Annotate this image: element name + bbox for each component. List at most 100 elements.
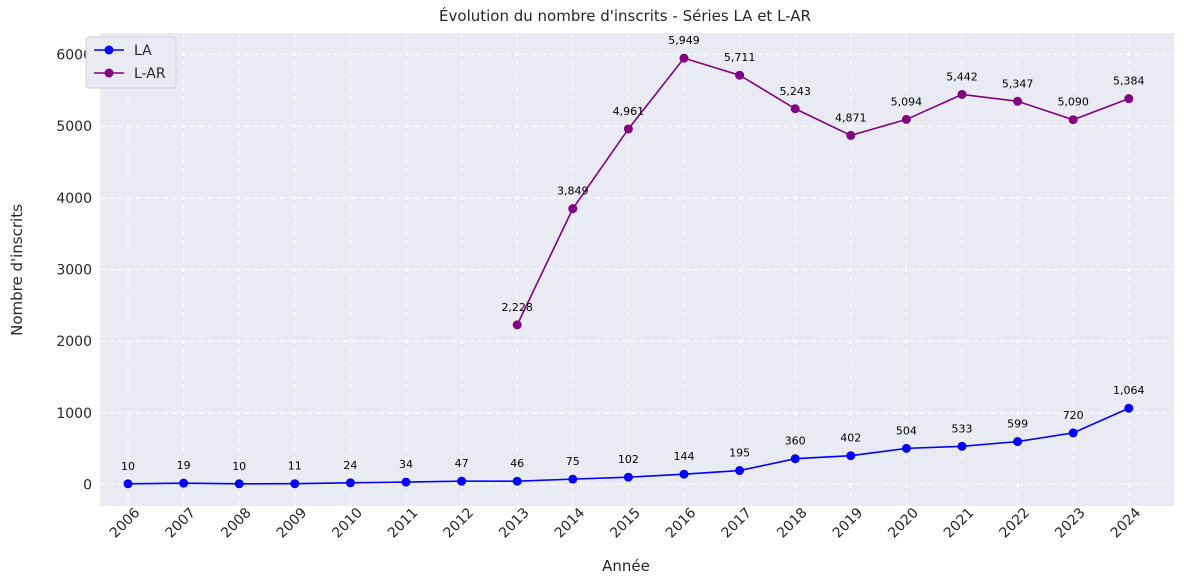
data-label: 11 <box>288 460 302 473</box>
x-tick-label: 2006 <box>107 505 144 542</box>
data-label: 402 <box>840 432 861 445</box>
data-point <box>568 204 578 214</box>
x-tick-label: 2016 <box>663 505 700 542</box>
data-label: 144 <box>674 450 695 463</box>
data-label: 599 <box>1007 418 1028 431</box>
y-tick-label: 0 <box>83 478 92 494</box>
data-point <box>790 104 800 114</box>
data-label: 5,711 <box>724 51 756 64</box>
x-tick-label: 2015 <box>607 505 644 542</box>
data-label: 533 <box>952 422 973 435</box>
x-tick-label: 2024 <box>1108 505 1145 542</box>
y-tick-label: 6000 <box>56 48 92 64</box>
data-label: 1,064 <box>1113 384 1145 397</box>
data-point <box>901 114 911 124</box>
x-axis-label: Année <box>602 557 650 575</box>
series-markers <box>123 53 1134 489</box>
data-point <box>901 443 911 453</box>
x-tick-label: 2018 <box>774 505 811 542</box>
data-point <box>1013 437 1023 447</box>
x-tick-label: 2021 <box>941 505 978 542</box>
y-axis-ticks: 0 1000 2000 3000 4000 5000 6000 <box>56 48 92 494</box>
y-tick-label: 5000 <box>56 119 92 135</box>
grid-lines <box>100 33 1174 506</box>
data-point <box>345 478 355 488</box>
data-point <box>512 320 522 330</box>
x-tick-label: 2013 <box>496 505 533 542</box>
data-point <box>1068 428 1078 438</box>
series-line-l-ar <box>516 57 1130 326</box>
x-tick-label: 2007 <box>163 505 200 542</box>
y-tick-label: 3000 <box>56 263 92 279</box>
data-point <box>735 70 745 80</box>
data-label: 75 <box>566 455 580 468</box>
data-label: 46 <box>510 457 524 470</box>
data-point <box>290 479 300 489</box>
x-tick-label: 2011 <box>385 505 422 542</box>
data-point <box>234 479 244 489</box>
data-point <box>179 478 189 488</box>
data-point <box>679 53 689 63</box>
legend-marker-l-ar <box>104 68 114 78</box>
data-point <box>123 479 133 489</box>
data-label: 5,384 <box>1113 75 1145 88</box>
y-tick-label: 2000 <box>56 334 92 350</box>
data-label: 504 <box>896 424 917 437</box>
x-axis-ticks: 2006 2007 2008 2009 2010 2011 2012 2013 2014 2015… <box>107 505 1144 542</box>
legend-label-l-ar: L-AR <box>134 66 166 82</box>
x-tick-label: 2012 <box>441 505 478 542</box>
x-tick-label: 2023 <box>1052 505 1089 542</box>
data-point <box>1124 403 1134 413</box>
data-label: 47 <box>455 457 469 470</box>
data-label: 24 <box>343 459 357 472</box>
x-tick-label: 2019 <box>830 505 867 542</box>
data-point <box>846 130 856 140</box>
data-point <box>957 441 967 451</box>
data-label: 5,949 <box>668 34 700 47</box>
data-point <box>735 466 745 476</box>
legend-label-la: LA <box>134 43 152 59</box>
data-point <box>1124 94 1134 104</box>
data-label: 5,442 <box>946 70 978 83</box>
data-label: 5,243 <box>779 85 811 98</box>
x-tick-label: 2010 <box>329 505 366 542</box>
x-tick-label: 2014 <box>552 505 589 542</box>
data-point <box>623 124 633 134</box>
data-label: 4,961 <box>613 105 645 118</box>
data-point <box>457 476 467 486</box>
y-tick-label: 4000 <box>56 191 92 207</box>
y-tick-label: 1000 <box>56 406 92 422</box>
data-label: 10 <box>121 460 135 473</box>
data-label: 34 <box>399 458 413 471</box>
data-point <box>846 451 856 461</box>
data-label: 3,849 <box>557 185 589 198</box>
data-point <box>957 89 967 99</box>
data-label: 19 <box>177 459 191 472</box>
data-point <box>512 476 522 486</box>
x-tick-label: 2020 <box>885 505 922 542</box>
x-tick-label: 2022 <box>997 505 1034 542</box>
chart-title: Évolution du nombre d'inscrits - Séries … <box>439 6 811 25</box>
legend: LA L-AR <box>85 36 177 89</box>
data-point <box>623 472 633 482</box>
y-axis-label: Nombre d'inscrits <box>8 204 26 336</box>
data-point <box>679 469 689 479</box>
data-point <box>568 474 578 484</box>
data-point <box>790 454 800 464</box>
x-tick-label: 2008 <box>218 505 255 542</box>
data-point <box>1068 115 1078 125</box>
x-tick-label: 2017 <box>719 505 756 542</box>
data-label: 2,228 <box>501 301 533 314</box>
data-label: 102 <box>618 453 639 466</box>
legend-marker-la <box>104 45 114 55</box>
data-label: 720 <box>1063 409 1084 422</box>
data-label: 5,094 <box>891 95 923 108</box>
data-label: 5,347 <box>1002 77 1034 90</box>
data-label: 5,090 <box>1057 96 1089 109</box>
x-tick-label: 2009 <box>274 505 311 542</box>
data-label: 360 <box>785 435 806 448</box>
data-label: 195 <box>729 447 750 460</box>
data-point <box>401 477 411 487</box>
data-label: 10 <box>232 460 246 473</box>
